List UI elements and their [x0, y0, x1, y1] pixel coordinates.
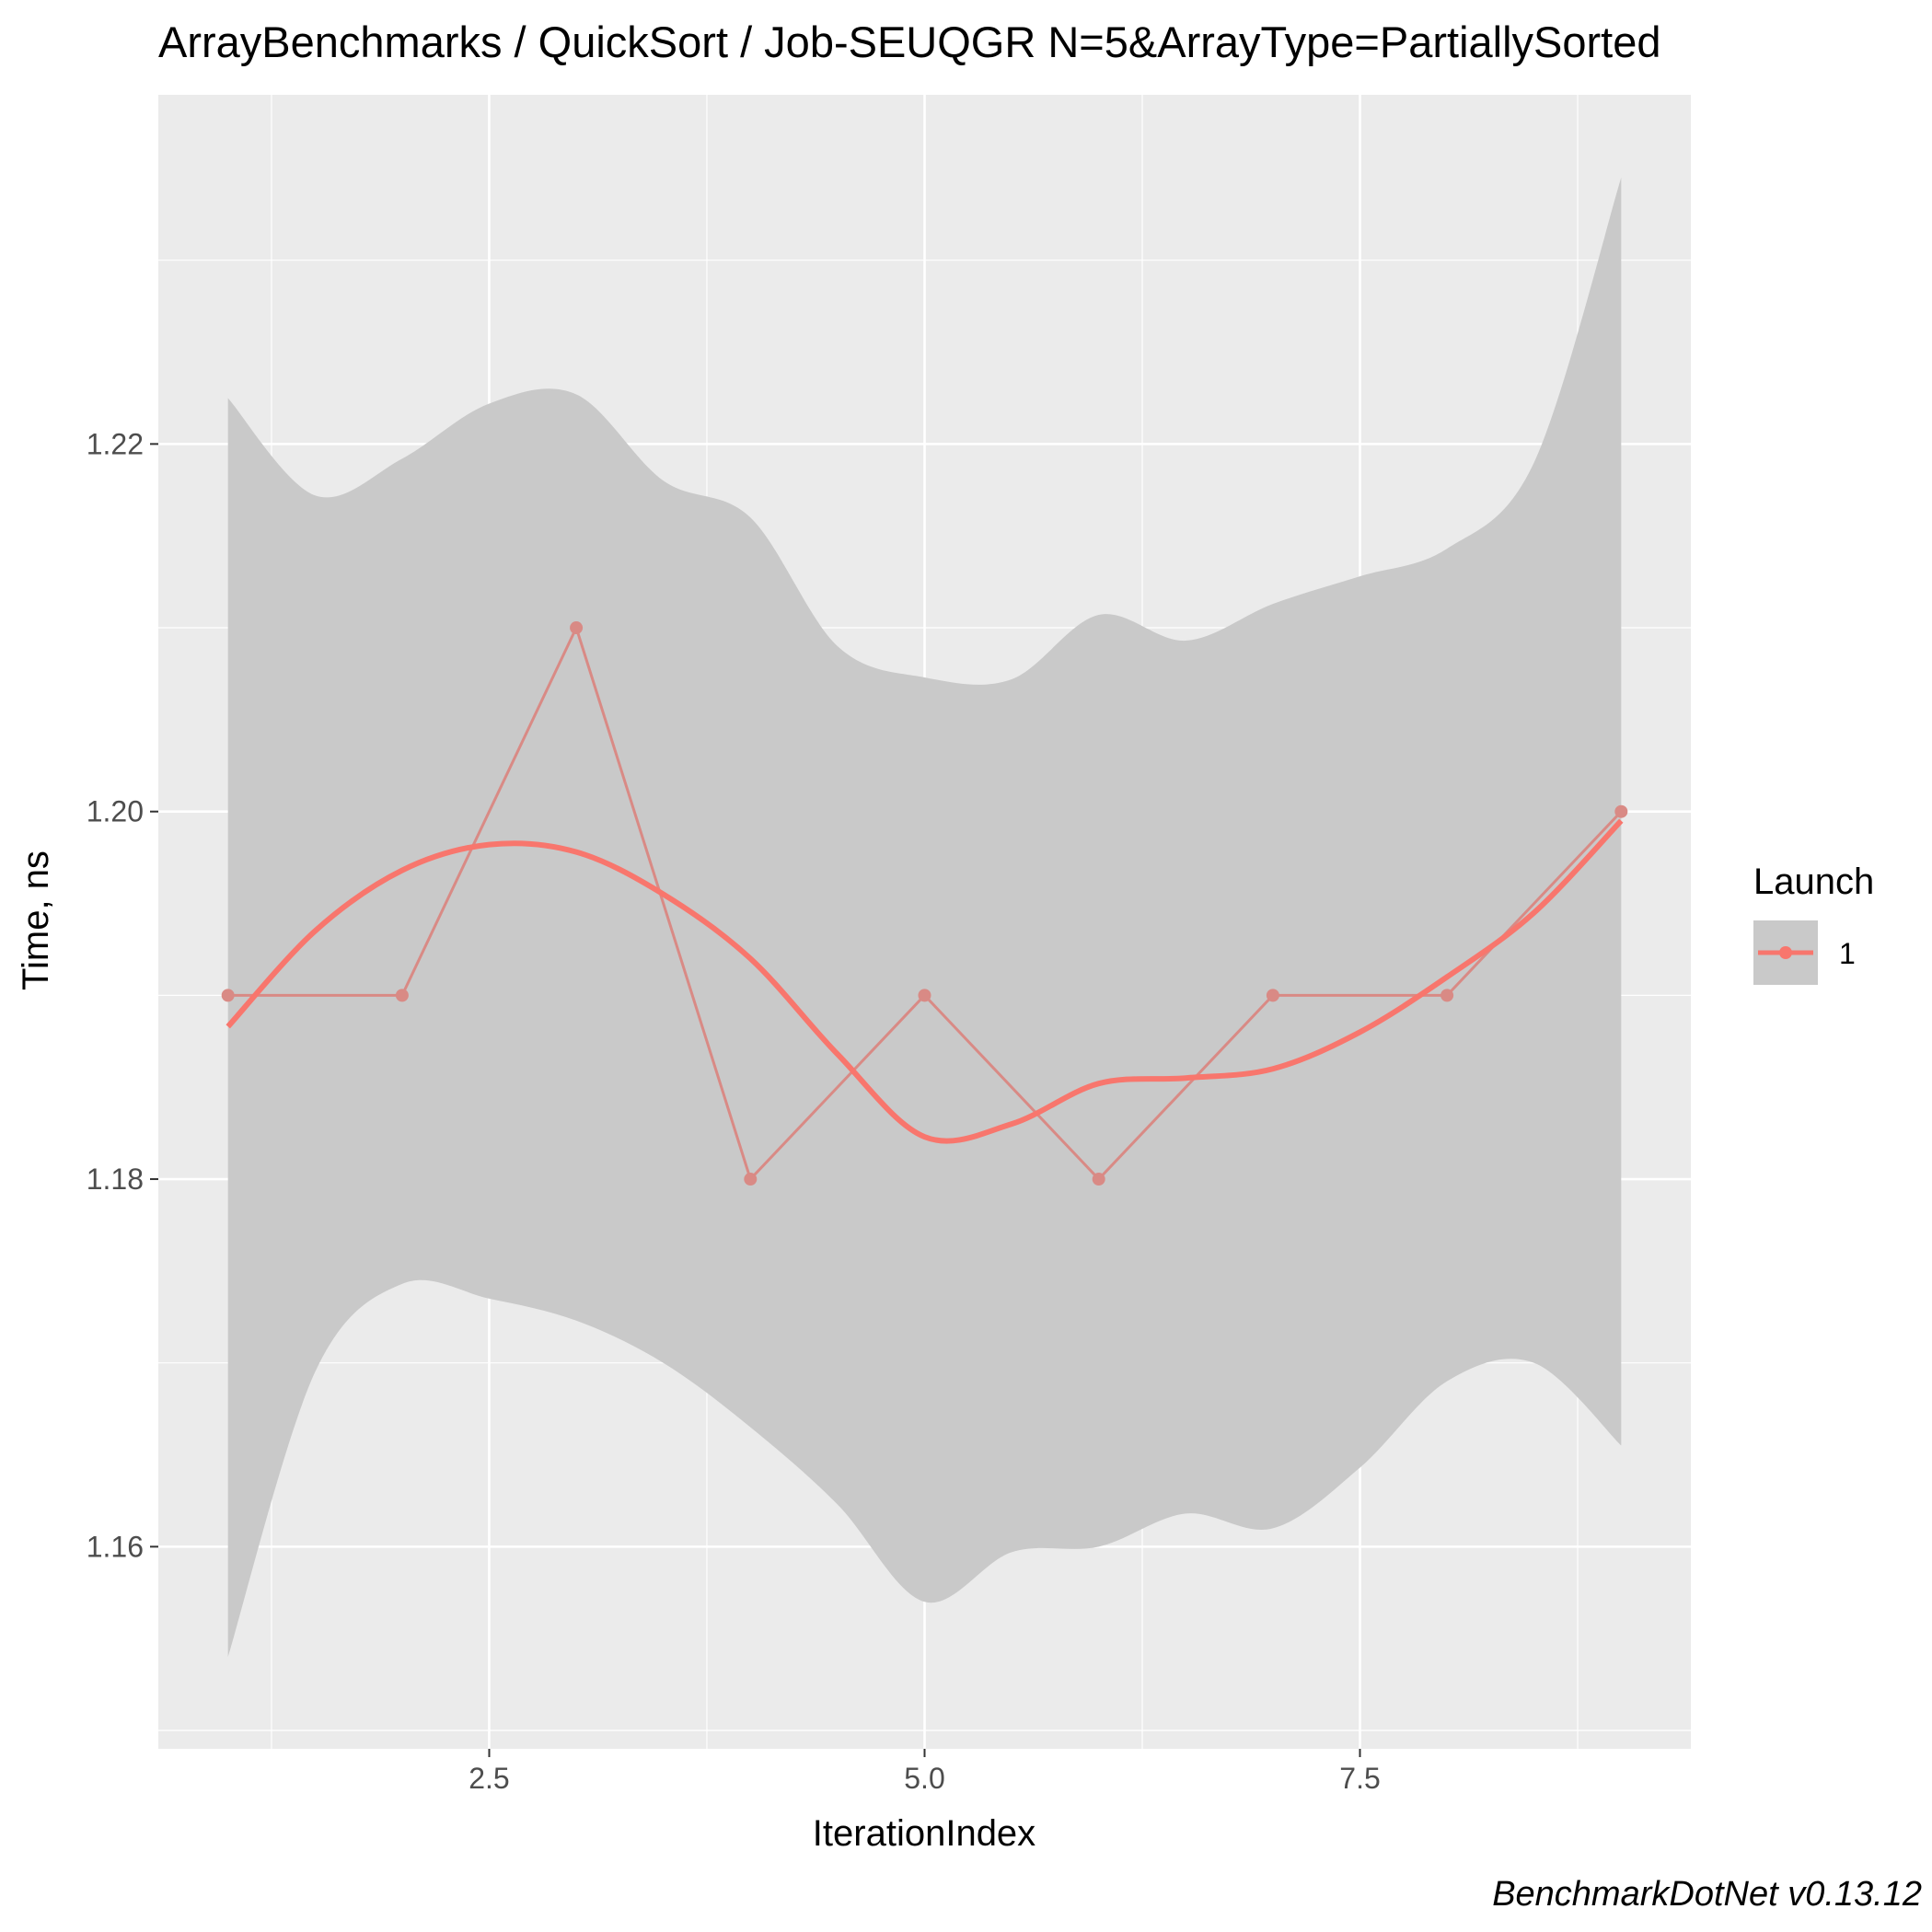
data-point — [1614, 804, 1628, 818]
smooth-line — [226, 818, 1624, 1144]
data-point — [570, 621, 584, 635]
legend-label: 1 — [1839, 937, 1856, 970]
x-tick-label: 5.0 — [904, 1762, 944, 1795]
data-point — [1440, 989, 1454, 1002]
x-tick-label: 2.5 — [469, 1762, 509, 1795]
legend: Launch 1 — [1753, 862, 1874, 985]
y-tick-label: 1.20 — [87, 795, 144, 828]
data-point — [1092, 1173, 1105, 1186]
x-axis-title: IterationIndex — [813, 1813, 1035, 1854]
chart-title: ArrayBenchmarks / QuickSort / Job-SEUQGR… — [158, 17, 1661, 66]
data-point — [395, 989, 409, 1002]
confidence-band — [227, 177, 1622, 1658]
legend-key-point — [1779, 946, 1792, 959]
y-axis: 1.16 1.18 1.20 1.22 — [87, 427, 158, 1563]
data-point — [1266, 989, 1279, 1002]
smooth-series — [226, 818, 1624, 1144]
y-tick-label: 1.16 — [87, 1530, 144, 1563]
data-point — [221, 989, 235, 1002]
data-point — [744, 1173, 758, 1186]
data-point — [918, 989, 931, 1002]
x-axis: 2.5 5.0 7.5 — [469, 1749, 1381, 1795]
data-points — [221, 621, 1628, 1186]
confidence-band-area — [227, 177, 1622, 1658]
legend-title: Launch — [1753, 862, 1874, 902]
y-tick-label: 1.22 — [87, 427, 144, 460]
y-tick-label: 1.18 — [87, 1163, 144, 1196]
caption: BenchmarkDotNet v0.13.12 — [1492, 1875, 1922, 1914]
x-tick-label: 7.5 — [1339, 1762, 1380, 1795]
y-axis-title: Time, ns — [16, 850, 56, 990]
